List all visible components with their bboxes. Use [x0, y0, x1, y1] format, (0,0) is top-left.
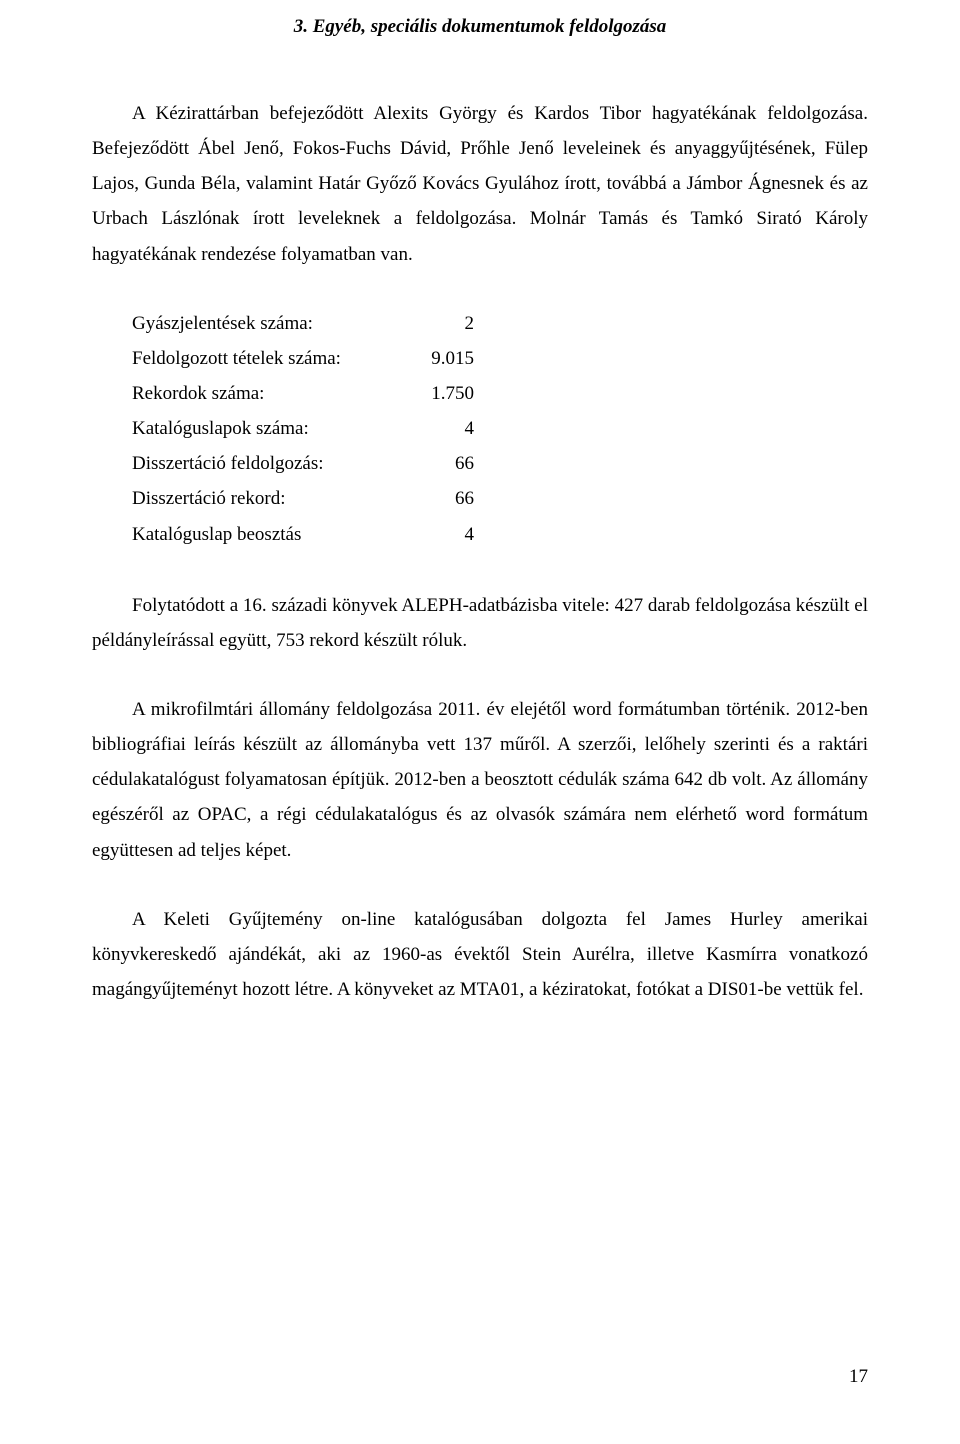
stats-value: 4 — [394, 411, 474, 446]
paragraph-4: A Keleti Gyűjtemény on-line katalógusába… — [92, 902, 868, 1007]
stats-row: Rekordok száma: 1.750 — [132, 376, 868, 411]
stats-value: 66 — [394, 446, 474, 481]
paragraph-4-text: A Keleti Gyűjtemény on-line katalógusába… — [92, 909, 868, 1000]
stats-label: Gyászjelentések száma: — [132, 306, 394, 341]
stats-row: Katalóguslap beosztás 4 — [132, 517, 868, 552]
stats-value: 2 — [394, 306, 474, 341]
stats-label: Feldolgozott tételek száma: — [132, 341, 394, 376]
paragraph-2-text: Folytatódott a 16. századi könyvek ALEPH… — [92, 595, 868, 651]
stats-label: Rekordok száma: — [132, 376, 394, 411]
stats-value: 4 — [394, 517, 474, 552]
stats-row: Gyászjelentések száma: 2 — [132, 306, 868, 341]
paragraph-3-text: A mikrofilmtári állomány feldolgozása 20… — [92, 699, 868, 861]
page-number: 17 — [849, 1366, 868, 1388]
paragraph-2: Folytatódott a 16. századi könyvek ALEPH… — [92, 588, 868, 658]
stats-row: Disszertáció rekord: 66 — [132, 481, 868, 516]
stats-table: Gyászjelentések száma: 2 Feldolgozott té… — [132, 306, 868, 552]
stats-label: Katalóguslap beosztás — [132, 517, 394, 552]
stats-label: Disszertáció rekord: — [132, 481, 394, 516]
section-heading: 3. Egyéb, speciális dokumentumok feldolg… — [92, 16, 868, 38]
stats-row: Feldolgozott tételek száma: 9.015 — [132, 341, 868, 376]
stats-row: Katalóguslapok száma: 4 — [132, 411, 868, 446]
stats-value: 1.750 — [394, 376, 474, 411]
paragraph-1-text: A Kézirattárban befejeződött Alexits Gyö… — [92, 103, 868, 265]
paragraph-1: A Kézirattárban befejeződött Alexits Gyö… — [92, 96, 868, 272]
paragraph-3: A mikrofilmtári állomány feldolgozása 20… — [92, 692, 868, 868]
stats-label: Disszertáció feldolgozás: — [132, 446, 394, 481]
stats-row: Disszertáció feldolgozás: 66 — [132, 446, 868, 481]
stats-value: 9.015 — [394, 341, 474, 376]
stats-label: Katalóguslapok száma: — [132, 411, 394, 446]
stats-value: 66 — [394, 481, 474, 516]
